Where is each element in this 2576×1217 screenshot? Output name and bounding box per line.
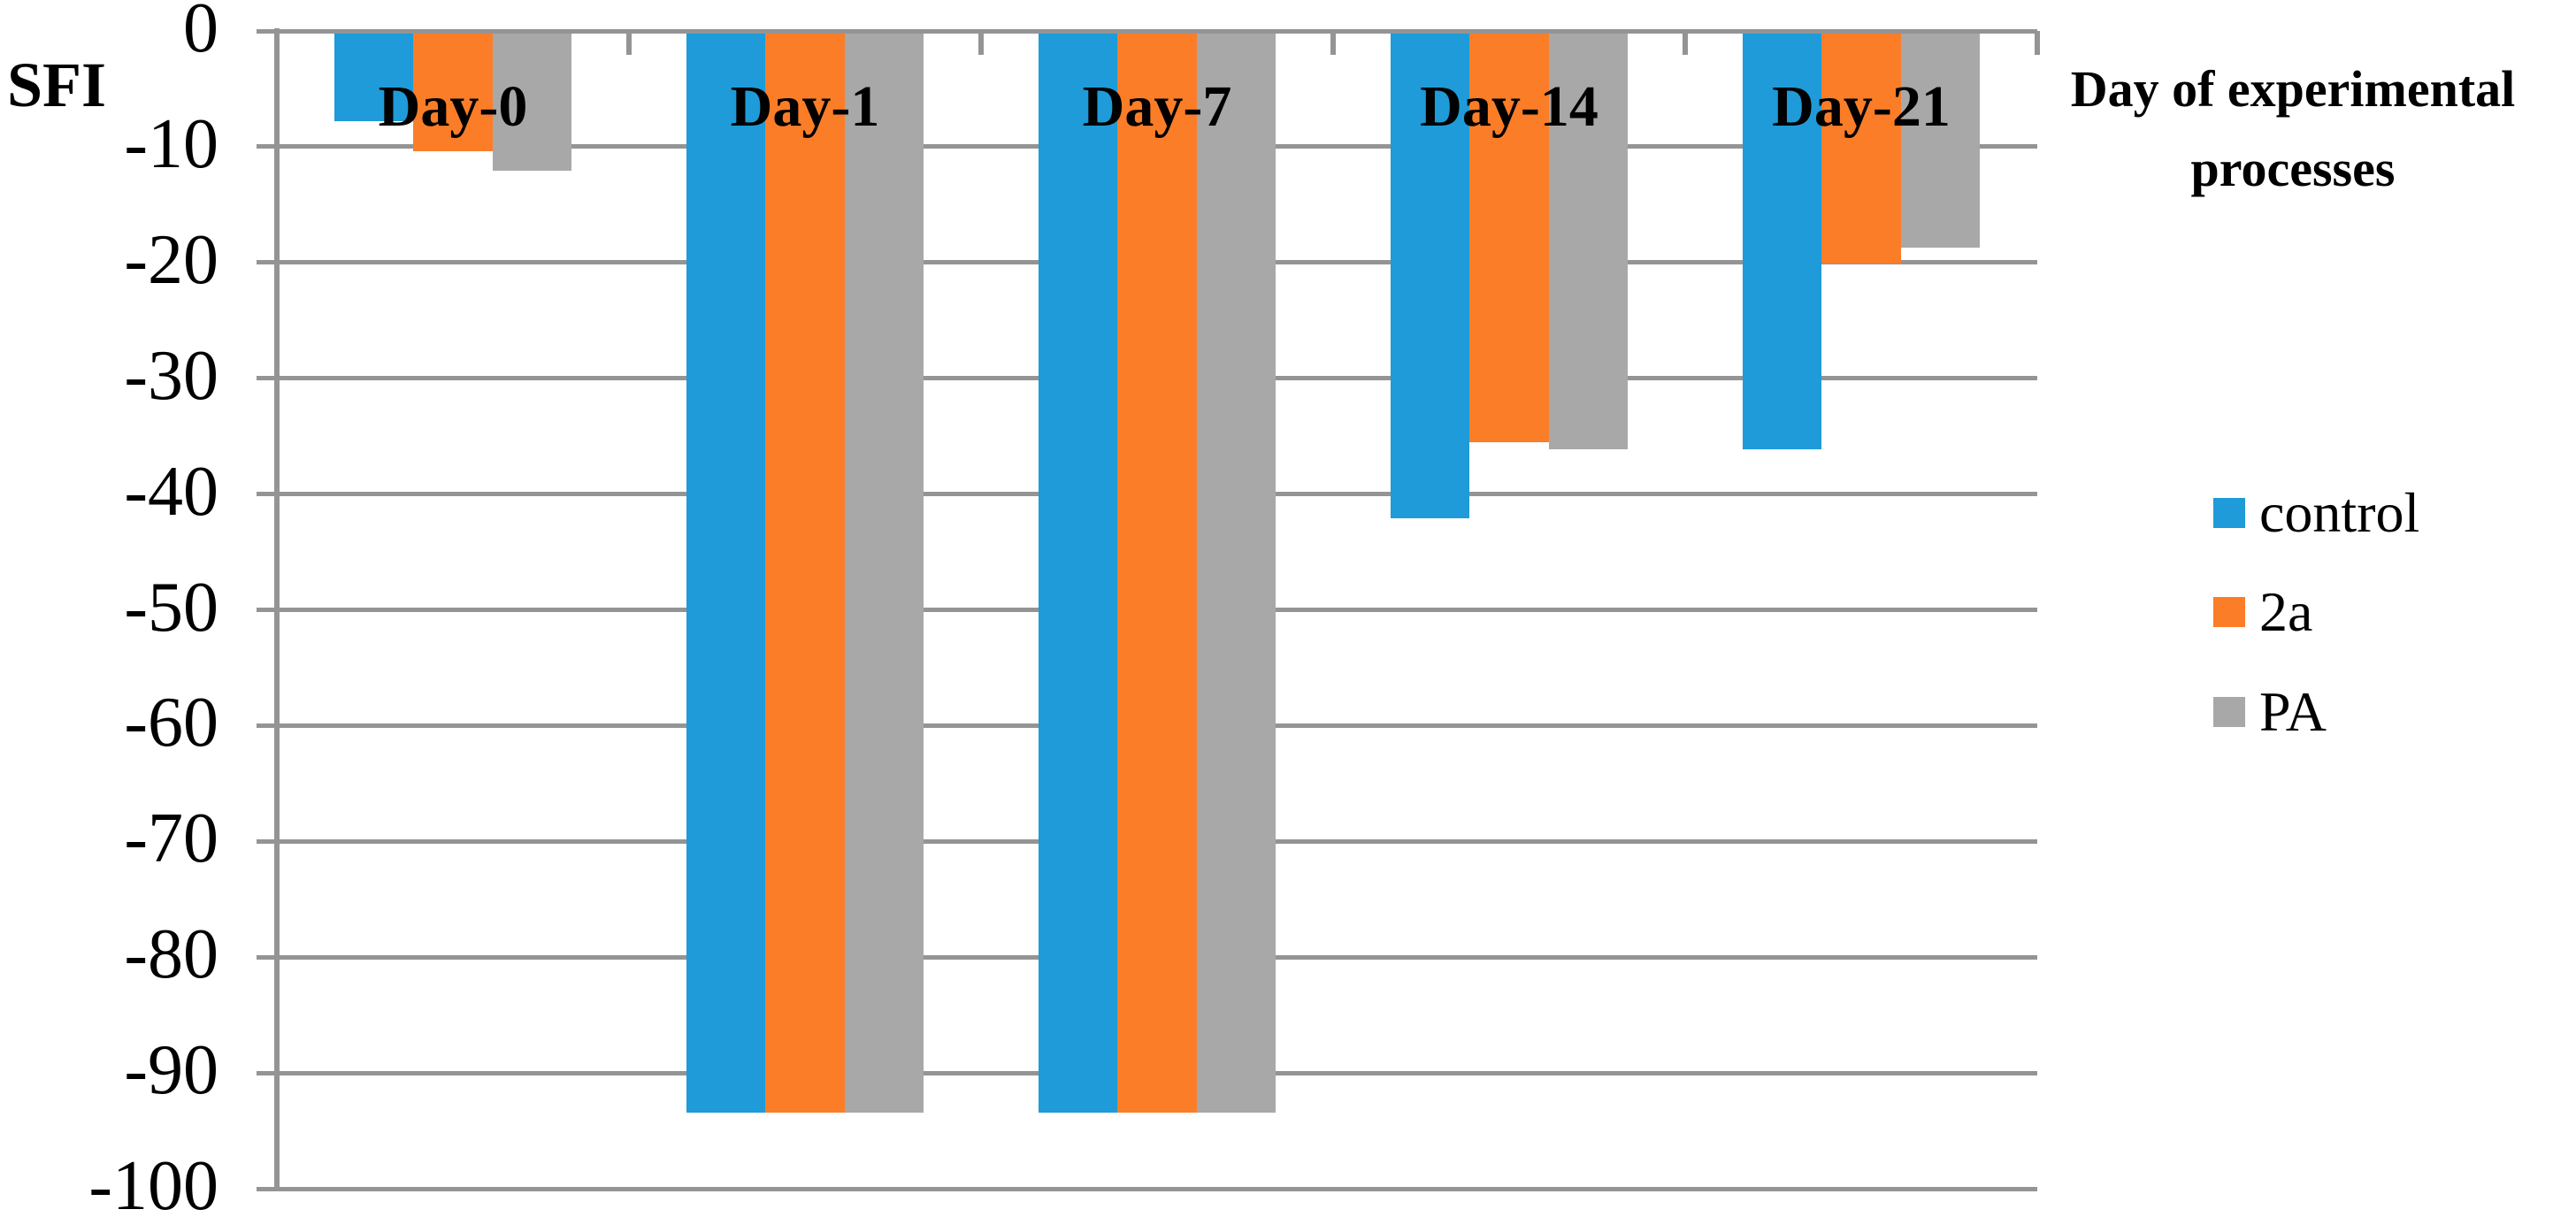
bar-control-day-1 xyxy=(686,34,766,1113)
gridline xyxy=(257,28,2037,34)
bar-pa-day-21 xyxy=(1900,34,1980,248)
y-tick-label: -100 xyxy=(88,1147,218,1217)
bar-control-day-21 xyxy=(1743,34,1822,449)
category-label-day-0: Day-0 xyxy=(378,74,528,139)
legend-item-control: control xyxy=(2213,481,2419,545)
x-axis-tick xyxy=(1683,31,1688,55)
bar-pa-day-1 xyxy=(844,34,924,1113)
x-axis-title: Day of experimental processes xyxy=(2026,50,2560,209)
y-axis-title: SFI xyxy=(7,50,107,120)
y-axis-line xyxy=(274,28,280,1191)
category-label-day-14: Day-14 xyxy=(1420,74,1598,139)
bar-pa-day-7 xyxy=(1196,34,1276,1113)
bar-2a-day-7 xyxy=(1117,34,1197,1113)
legend-swatch-control xyxy=(2213,498,2245,528)
bar-2a-day-0 xyxy=(413,34,493,152)
y-tick-label: -10 xyxy=(124,104,218,183)
legend-label-2a: 2a xyxy=(2259,580,2313,643)
bar-control-day-7 xyxy=(1039,34,1118,1113)
x-axis-tick xyxy=(2035,31,2040,55)
gridline xyxy=(257,1186,2037,1191)
bar-2a-day-1 xyxy=(765,34,845,1113)
bar-2a-day-14 xyxy=(1469,34,1549,442)
y-tick-label: -90 xyxy=(124,1031,218,1110)
bar-pa-day-0 xyxy=(492,34,571,172)
x-axis-tick xyxy=(626,31,632,55)
legend-label-pa: PA xyxy=(2259,680,2327,743)
legend-item-pa: PA xyxy=(2213,680,2327,744)
category-label-day-1: Day-1 xyxy=(730,74,880,139)
category-label-day-7: Day-7 xyxy=(1082,74,1232,139)
y-tick-label: -50 xyxy=(124,568,218,647)
y-tick-label: -30 xyxy=(124,336,218,415)
y-tick-label: 0 xyxy=(183,0,218,67)
bar-2a-day-21 xyxy=(1821,34,1901,264)
legend-label-control: control xyxy=(2259,481,2420,544)
y-tick-label: -80 xyxy=(124,915,218,994)
y-tick-label: -40 xyxy=(124,452,218,531)
x-axis-title-line1: Day of experimental xyxy=(2070,60,2516,118)
x-axis-tick xyxy=(978,31,984,55)
legend-swatch-2a xyxy=(2213,597,2245,627)
y-tick-label: -70 xyxy=(124,800,218,878)
legend-item-2a: 2a xyxy=(2213,580,2312,644)
x-axis-tick xyxy=(1330,31,1336,55)
bar-pa-day-14 xyxy=(1548,34,1628,449)
bar-control-day-14 xyxy=(1391,34,1470,519)
bar-control-day-0 xyxy=(334,34,414,122)
y-tick-label: -60 xyxy=(124,684,218,762)
legend-swatch-pa xyxy=(2213,697,2245,727)
category-label-day-21: Day-21 xyxy=(1772,74,1951,139)
x-axis-title-line2: processes xyxy=(2190,140,2396,197)
y-tick-label: -20 xyxy=(124,220,218,299)
